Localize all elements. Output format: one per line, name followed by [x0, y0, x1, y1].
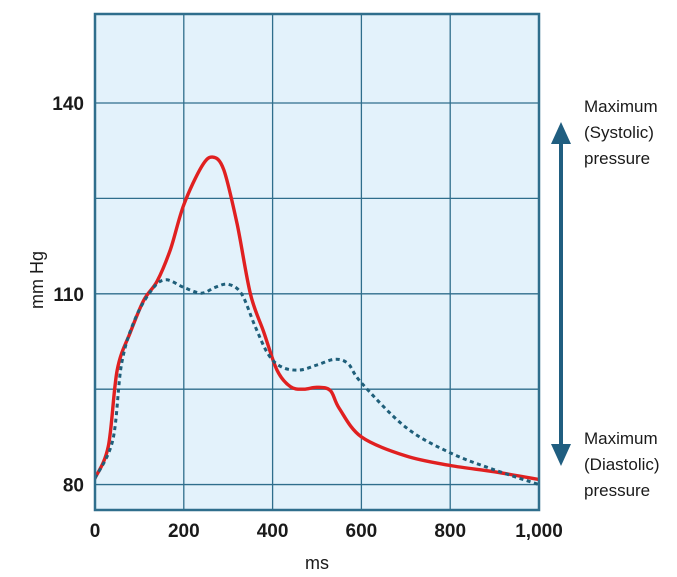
x-tick-label: 0	[90, 521, 101, 542]
arrow-head-up	[551, 122, 571, 144]
x-tick-label: 600	[346, 521, 378, 542]
plot-border	[93, 12, 541, 512]
systolic-annotation-line-1: Maximum	[584, 97, 658, 116]
pressure-range-arrow	[551, 122, 571, 466]
y-axis-title: mm Hg	[27, 251, 47, 309]
x-tick-label: 400	[257, 521, 289, 542]
y-tick-label: 80	[63, 476, 84, 497]
x-tick-labels: 0 200 400 600 800 1,000	[90, 521, 563, 542]
x-tick-label: 800	[434, 521, 466, 542]
y-tick-label: 140	[52, 94, 84, 115]
plot-area	[95, 14, 539, 510]
x-tick-label: 200	[168, 521, 200, 542]
arrow-head-down	[551, 444, 571, 466]
diastolic-annotation: Maximum (Diastolic) pressure	[584, 429, 660, 500]
diastolic-annotation-line-1: Maximum	[584, 429, 658, 448]
series-layer	[95, 155, 539, 487]
y-tick-label: 110	[53, 285, 84, 306]
systolic-annotation-line-2: (Systolic)	[584, 123, 654, 142]
systolic-annotation: Maximum (Systolic) pressure	[584, 97, 658, 168]
systolic-annotation-line-3: pressure	[584, 149, 650, 168]
diastolic-annotation-line-2: (Diastolic)	[584, 455, 660, 474]
diastolic-annotation-line-3: pressure	[584, 481, 650, 500]
gridlines	[95, 14, 539, 510]
dashed-pressure-curve	[95, 278, 539, 487]
y-tick-labels: 80 110 140	[52, 94, 84, 497]
x-axis-title: ms	[305, 553, 329, 573]
x-tick-label: 1,000	[515, 521, 563, 542]
solid-pressure-curve	[95, 155, 539, 482]
